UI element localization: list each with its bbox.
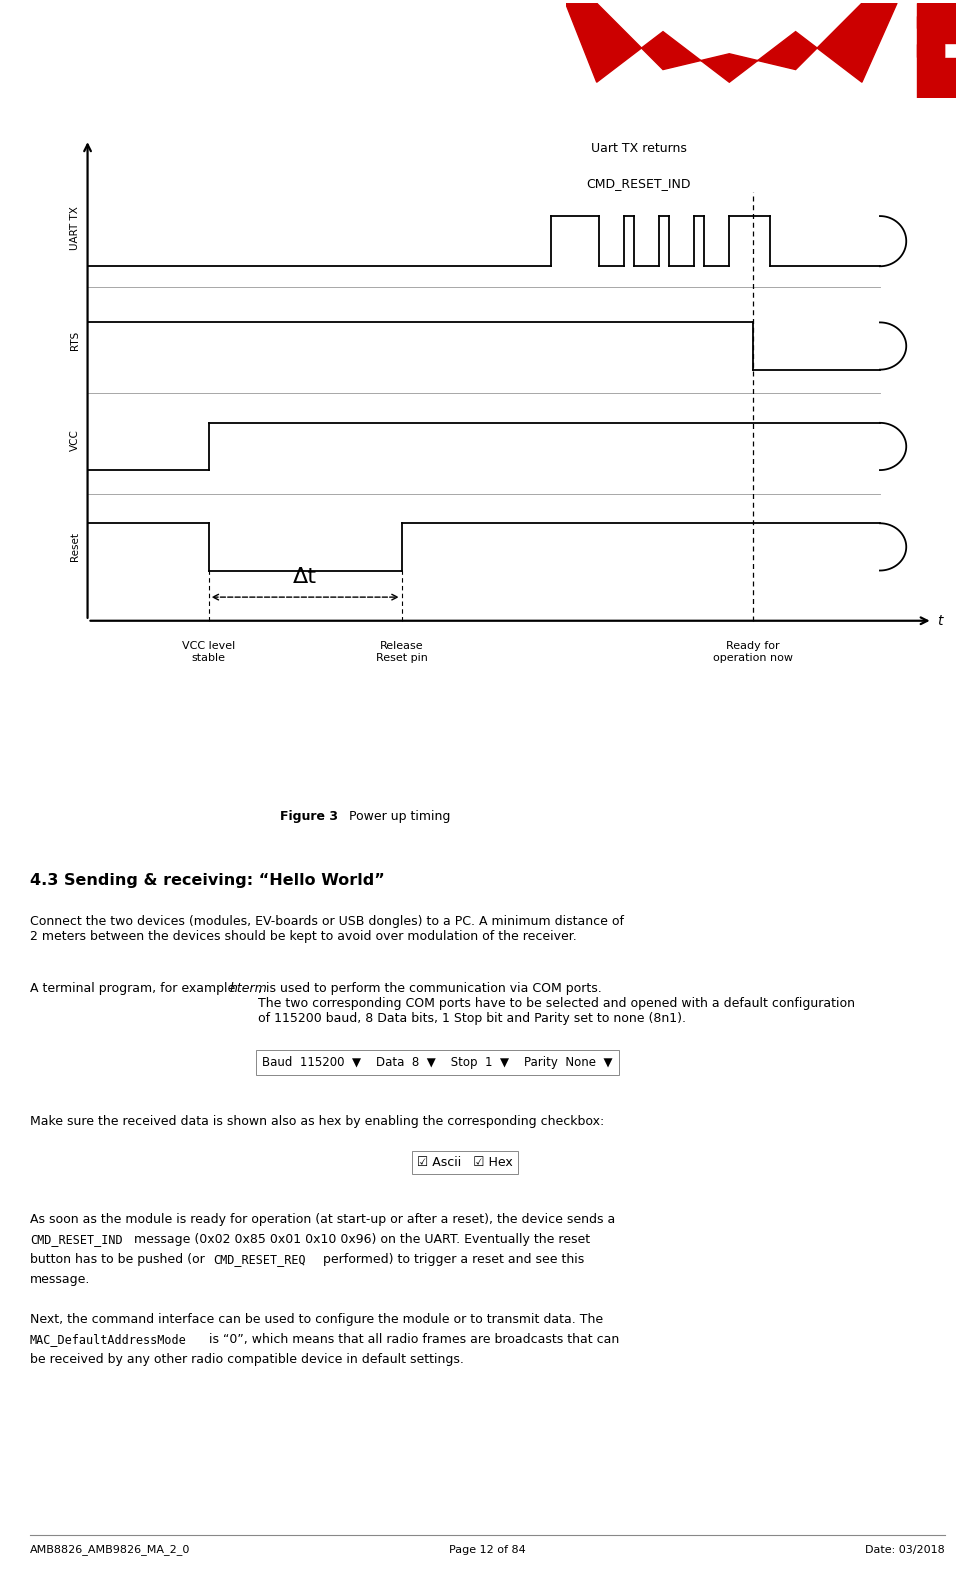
Text: Δt: Δt bbox=[293, 566, 317, 587]
Text: Power up timing: Power up timing bbox=[345, 809, 450, 824]
Text: MAC_DefaultAddressMode: MAC_DefaultAddressMode bbox=[30, 1333, 187, 1345]
Text: Date: 03/2018: Date: 03/2018 bbox=[865, 1545, 945, 1556]
Text: is “0”, which means that all radio frames are broadcasts that can: is “0”, which means that all radio frame… bbox=[205, 1333, 619, 1345]
Text: t: t bbox=[937, 613, 943, 628]
Text: CMD_RESET_IND: CMD_RESET_IND bbox=[586, 177, 691, 190]
Text: Figure 3: Figure 3 bbox=[280, 809, 338, 824]
Text: be received by any other radio compatible device in default settings.: be received by any other radio compatibl… bbox=[30, 1353, 464, 1366]
Text: 4.3 Sending & receiving: “Hello World”: 4.3 Sending & receiving: “Hello World” bbox=[30, 873, 385, 889]
Text: hterm: hterm bbox=[230, 982, 268, 994]
Text: button has to be pushed (or: button has to be pushed (or bbox=[30, 1254, 209, 1266]
Text: message (0x02 0x85 0x01 0x10 0x96) on the UART. Eventually the reset: message (0x02 0x85 0x01 0x10 0x96) on th… bbox=[130, 1233, 590, 1246]
Text: CMD_RESET_IND: CMD_RESET_IND bbox=[30, 1233, 123, 1246]
Text: Baud  115200  ▼    Data  8  ▼    Stop  1  ▼    Parity  None  ▼: Baud 115200 ▼ Data 8 ▼ Stop 1 ▼ Parity N… bbox=[262, 1056, 612, 1069]
Text: As soon as the module is ready for operation (at start-up or after a reset), the: As soon as the module is ready for opera… bbox=[30, 1213, 615, 1225]
Text: VCC level
stable: VCC level stable bbox=[182, 642, 235, 662]
Text: UART TX: UART TX bbox=[70, 206, 80, 250]
Text: VCC: VCC bbox=[70, 430, 80, 452]
Polygon shape bbox=[916, 3, 956, 98]
Text: CMD_RESET_REQ: CMD_RESET_REQ bbox=[213, 1254, 305, 1266]
Text: A terminal program, for example: A terminal program, for example bbox=[30, 982, 239, 994]
Text: , is used to perform the communication via COM ports.
The two corresponding COM : , is used to perform the communication v… bbox=[258, 982, 855, 1024]
Text: message.: message. bbox=[30, 1273, 91, 1285]
Text: Uart TX returns: Uart TX returns bbox=[591, 142, 686, 155]
Text: ☑ Ascii   ☑ Hex: ☑ Ascii ☑ Hex bbox=[417, 1156, 513, 1168]
Polygon shape bbox=[916, 16, 956, 28]
Text: Connect the two devices (modules, EV-boards or USB dongles) to a PC. A minimum d: Connect the two devices (modules, EV-boa… bbox=[30, 915, 624, 942]
Text: Ready for
operation now: Ready for operation now bbox=[713, 642, 793, 662]
Text: Release
Reset pin: Release Reset pin bbox=[375, 642, 428, 662]
Text: Next, the command interface can be used to configure the module or to transmit d: Next, the command interface can be used … bbox=[30, 1312, 604, 1326]
Text: Reset: Reset bbox=[70, 533, 80, 561]
Text: RTS: RTS bbox=[70, 330, 80, 349]
Text: Page 12 of 84: Page 12 of 84 bbox=[449, 1545, 526, 1556]
Polygon shape bbox=[916, 44, 944, 57]
Text: performed) to trigger a reset and see this: performed) to trigger a reset and see th… bbox=[315, 1254, 584, 1266]
Polygon shape bbox=[566, 3, 897, 82]
Text: AMB8826_AMB9826_MA_2_0: AMB8826_AMB9826_MA_2_0 bbox=[30, 1545, 190, 1556]
Text: Make sure the received data is shown also as hex by enabling the corresponding c: Make sure the received data is shown als… bbox=[30, 1115, 604, 1127]
